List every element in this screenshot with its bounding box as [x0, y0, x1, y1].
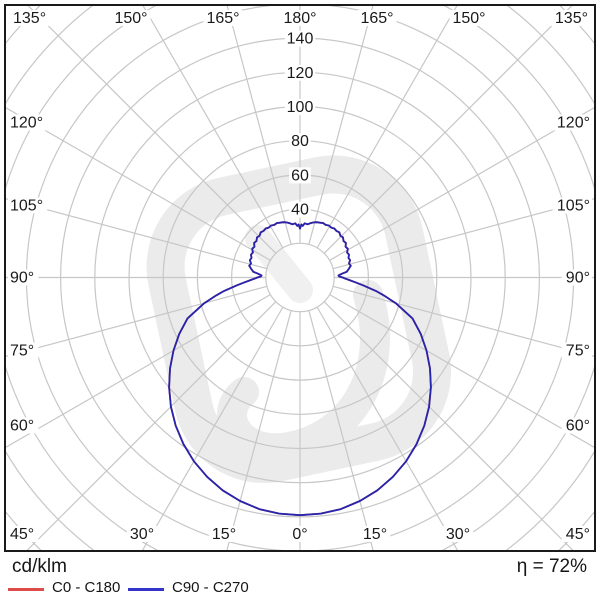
svg-text:90°: 90°: [566, 270, 590, 287]
svg-text:15°: 15°: [363, 526, 387, 543]
svg-text:135°: 135°: [13, 10, 46, 27]
curve-c90-c270: [168, 221, 432, 517]
legend-label-c90-c270: C90 - C270: [172, 579, 249, 596]
legend-line-c0-c180-icon: [8, 588, 44, 591]
polar-chart: 40 60 80 100 120 140 135° 150° 165° 180° 165° 150° 1…: [4, 4, 596, 552]
svg-text:60°: 60°: [566, 418, 590, 435]
svg-text:105°: 105°: [557, 198, 590, 215]
svg-text:60: 60: [291, 167, 309, 184]
svg-text:30°: 30°: [446, 526, 470, 543]
svg-text:180°: 180°: [283, 10, 316, 27]
svg-text:165°: 165°: [206, 10, 239, 27]
svg-text:75°: 75°: [10, 343, 34, 360]
efficiency-label: η = 72%: [516, 556, 587, 577]
svg-text:135°: 135°: [555, 10, 588, 27]
svg-text:100: 100: [287, 99, 314, 116]
svg-text:15°: 15°: [212, 526, 236, 543]
svg-text:90°: 90°: [10, 270, 34, 287]
unit-label: cd/klm: [12, 556, 67, 577]
svg-text:45°: 45°: [566, 526, 590, 543]
svg-text:75°: 75°: [566, 343, 590, 360]
svg-text:60°: 60°: [10, 418, 34, 435]
svg-text:150°: 150°: [452, 10, 485, 27]
svg-text:40: 40: [291, 202, 309, 219]
svg-text:80: 80: [291, 133, 309, 150]
svg-text:0°: 0°: [292, 526, 307, 543]
svg-text:150°: 150°: [114, 10, 147, 27]
legend-label-c0-c180: C0 - C180: [52, 579, 121, 596]
svg-text:120: 120: [287, 65, 314, 82]
chart-border: [4, 4, 596, 552]
svg-text:105°: 105°: [10, 198, 43, 215]
svg-text:120°: 120°: [557, 115, 590, 132]
svg-text:140: 140: [287, 31, 314, 48]
svg-text:30°: 30°: [130, 526, 154, 543]
axis-labels: 40 60 80 100 120 140 135° 150° 165° 180° 165° 150° 1…: [8, 10, 592, 543]
svg-text:165°: 165°: [360, 10, 393, 27]
svg-text:120°: 120°: [10, 115, 43, 132]
legend-line-c90-c270-icon: [128, 588, 164, 591]
svg-text:45°: 45°: [10, 526, 34, 543]
